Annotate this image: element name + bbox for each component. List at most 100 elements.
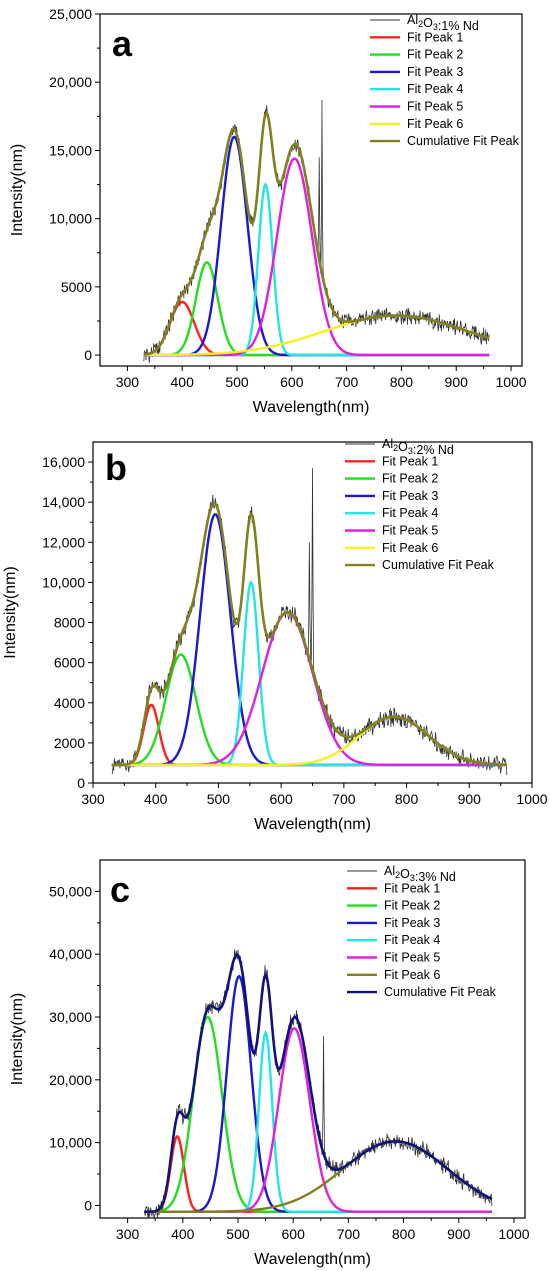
plot-area [143,99,490,364]
y-tick-label: 0 [84,347,92,363]
x-tick-label: 600 [280,374,304,390]
legend-entry: Fit Peak 2 [407,48,463,62]
fit-peak-1-line [111,703,507,767]
y-tick-label: 4000 [54,695,85,711]
y-tick-label: 14,000 [42,494,85,510]
x-tick-label: 500 [226,1226,250,1242]
legend-entry: Fit Peak 5 [382,524,438,538]
fit-peak-1-line [143,300,490,357]
plot-area [143,949,493,1218]
legend-entry: Cumulative Fit Peak [382,558,495,572]
y-tick-label: 12,000 [42,534,85,550]
x-tick-label: 400 [144,791,168,807]
y-tick-label: 50,000 [49,883,92,899]
y-tick-label: 10,000 [42,574,85,590]
panel-label: b [105,447,127,488]
legend-entry: Al2O3:2% Nd [382,437,454,457]
x-axis-label: Wavelength(nm) [253,399,370,416]
y-tick-label: 20,000 [49,1072,92,1088]
chart-panel-a: 300 400 500 600 700 800 900 1000 0 5000 10,000 15,0… [9,6,527,416]
x-tick-label: 900 [445,374,469,390]
legend-entry: Al2O3:1% Nd [407,13,479,33]
y-tick-label: 30,000 [49,1009,92,1025]
legend-entry: Fit Peak 3 [384,916,440,930]
fit-peak-2-line [144,1015,492,1213]
y-tick-label: 0 [77,775,85,791]
x-tick-label: 1000 [495,374,526,390]
x-tick-label: 700 [332,791,356,807]
x-tick-label: 500 [225,374,249,390]
y-tick-label: 40,000 [49,946,92,962]
legend-entry: Fit Peak 4 [382,506,438,520]
x-axis-label: Wavelength(nm) [254,816,371,833]
legend-entry: Fit Peak 3 [407,65,463,79]
fit-peak-3-line [144,974,492,1213]
chart-panel-c: 300 400 500 600 700 800 900 1000 0 10,000 20,000 30… [9,859,530,1268]
cumulative-fit-line [144,953,493,1214]
legend-entry: Fit Peak 2 [382,472,438,486]
panel-label: a [112,23,133,64]
x-tick-label: 1000 [498,1226,529,1242]
raw-spectrum-line [111,468,508,776]
legend-entry: Fit Peak 5 [407,100,463,114]
y-tick-label: 5000 [61,279,92,295]
y-axis-label: Intensity(nm) [9,993,26,1085]
legend-entry: Fit Peak 4 [384,933,440,947]
legend-entry: Fit Peak 1 [407,30,463,44]
cumulative-fit-line [143,110,490,356]
x-tick-label: 600 [282,1226,306,1242]
y-tick-label: 20,000 [49,74,92,90]
y-axis-label: Intensity(nm) [2,566,19,658]
x-tick-label: 700 [337,1226,361,1242]
x-tick-label: 300 [116,374,140,390]
legend-entry: Fit Peak 1 [384,881,440,895]
x-tick-label: 700 [335,374,359,390]
legend-entry: Fit Peak 6 [384,968,440,982]
legend-entry: Fit Peak 3 [382,489,438,503]
fit-peak-5-line [144,1027,492,1213]
plot-frame [99,13,523,367]
x-tick-label: 800 [395,791,419,807]
y-tick-label: 8000 [54,615,85,631]
legend-entry: Fit Peak 5 [384,951,440,965]
fit-peak-2-line [143,261,490,357]
y-tick-label: 16,000 [42,454,85,470]
x-tick-label: 1000 [516,791,547,807]
x-tick-label: 600 [269,791,293,807]
y-tick-label: 6000 [54,655,85,671]
x-tick-label: 400 [171,1226,195,1242]
legend-entry: Fit Peak 4 [407,82,463,96]
y-tick-label: 10,000 [49,1135,92,1151]
y-tick-label: 2000 [54,735,85,751]
plot-frame [99,859,526,1219]
x-tick-label: 500 [207,791,231,807]
fit-peak-6-line [111,715,507,767]
plot-area [111,468,508,776]
chart-panel-b: 300 400 500 600 700 800 900 1000 0 2000 4000 6000 80… [2,437,548,833]
legend-entry: Cumulative Fit Peak [384,985,497,999]
x-tick-label: 400 [171,374,195,390]
x-tick-label: 900 [447,1226,471,1242]
legend-entry: Fit Peak 2 [384,899,440,913]
x-tick-label: 800 [390,374,414,390]
y-tick-label: 10,000 [49,211,92,227]
legend-entry: Cumulative Fit Peak [407,134,520,148]
x-tick-label: 800 [392,1226,416,1242]
legend-entry: Fit Peak 6 [382,541,438,555]
y-tick-label: 15,000 [49,142,92,158]
legend-entry: Al2O3:3% Nd [384,864,456,884]
x-axis-label: Wavelength(nm) [254,1251,371,1268]
fit-peak-1-line [144,1134,492,1213]
y-axis-label: Intensity(nm) [9,144,26,236]
legend-entry: Fit Peak 1 [382,454,438,468]
fit-peak-5-line [111,611,507,767]
legend-entry: Fit Peak 6 [407,117,463,131]
x-tick-label: 300 [116,1226,140,1242]
y-tick-label: 25,000 [49,6,92,22]
x-tick-label: 900 [458,791,482,807]
panel-label: c [110,869,130,910]
